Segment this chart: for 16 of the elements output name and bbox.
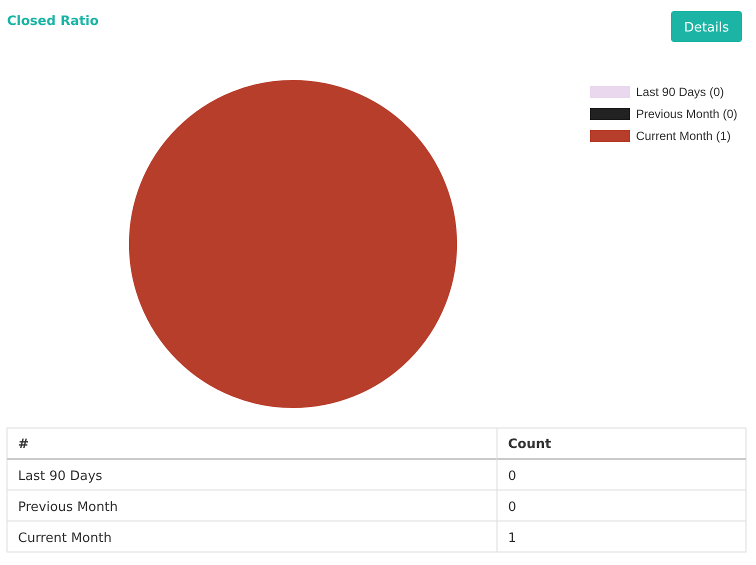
text: (0) — [722, 107, 738, 121]
text: # — [18, 437, 29, 452]
legend-label: Previous Month — [636, 107, 720, 121]
data-label: (1) — [712, 129, 731, 143]
data-label: 0 — [508, 500, 516, 515]
category-label: Previous Month — [18, 500, 118, 515]
data-label: 0 — [508, 469, 516, 484]
category-label: Last 90 Days — [18, 469, 103, 484]
legend-label: Last 90 Days — [636, 85, 706, 99]
text: Count — [508, 437, 552, 452]
data-label: 1 — [508, 531, 516, 546]
chart-title: Closed Ratio — [7, 14, 99, 29]
category-label: Current Month — [18, 531, 112, 546]
legend-label: Current Month — [636, 129, 713, 143]
details-button: Details — [671, 11, 742, 42]
text: (0) — [709, 85, 724, 99]
